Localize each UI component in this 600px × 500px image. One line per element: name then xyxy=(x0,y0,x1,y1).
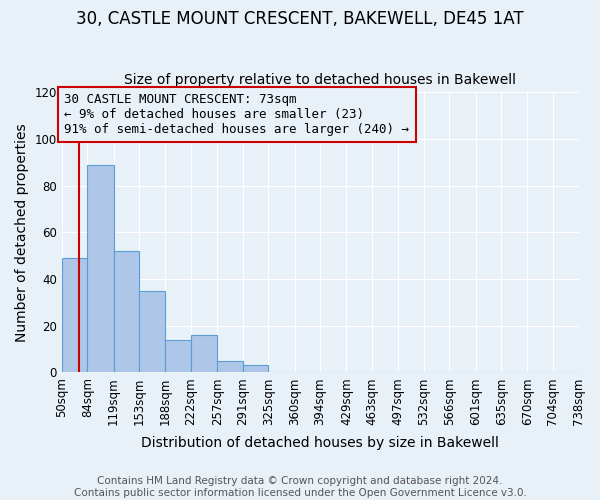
X-axis label: Distribution of detached houses by size in Bakewell: Distribution of detached houses by size … xyxy=(141,436,499,450)
Bar xyxy=(191,335,217,372)
Text: Contains HM Land Registry data © Crown copyright and database right 2024.
Contai: Contains HM Land Registry data © Crown c… xyxy=(74,476,526,498)
Text: 30 CASTLE MOUNT CRESCENT: 73sqm
← 9% of detached houses are smaller (23)
91% of : 30 CASTLE MOUNT CRESCENT: 73sqm ← 9% of … xyxy=(64,93,409,136)
Bar xyxy=(139,290,166,372)
Bar xyxy=(62,258,88,372)
Y-axis label: Number of detached properties: Number of detached properties xyxy=(15,123,29,342)
Title: Size of property relative to detached houses in Bakewell: Size of property relative to detached ho… xyxy=(124,73,516,87)
Bar xyxy=(88,164,113,372)
Bar xyxy=(113,251,139,372)
Text: 30, CASTLE MOUNT CRESCENT, BAKEWELL, DE45 1AT: 30, CASTLE MOUNT CRESCENT, BAKEWELL, DE4… xyxy=(76,10,524,28)
Bar xyxy=(243,366,268,372)
Bar xyxy=(217,360,243,372)
Bar xyxy=(166,340,191,372)
